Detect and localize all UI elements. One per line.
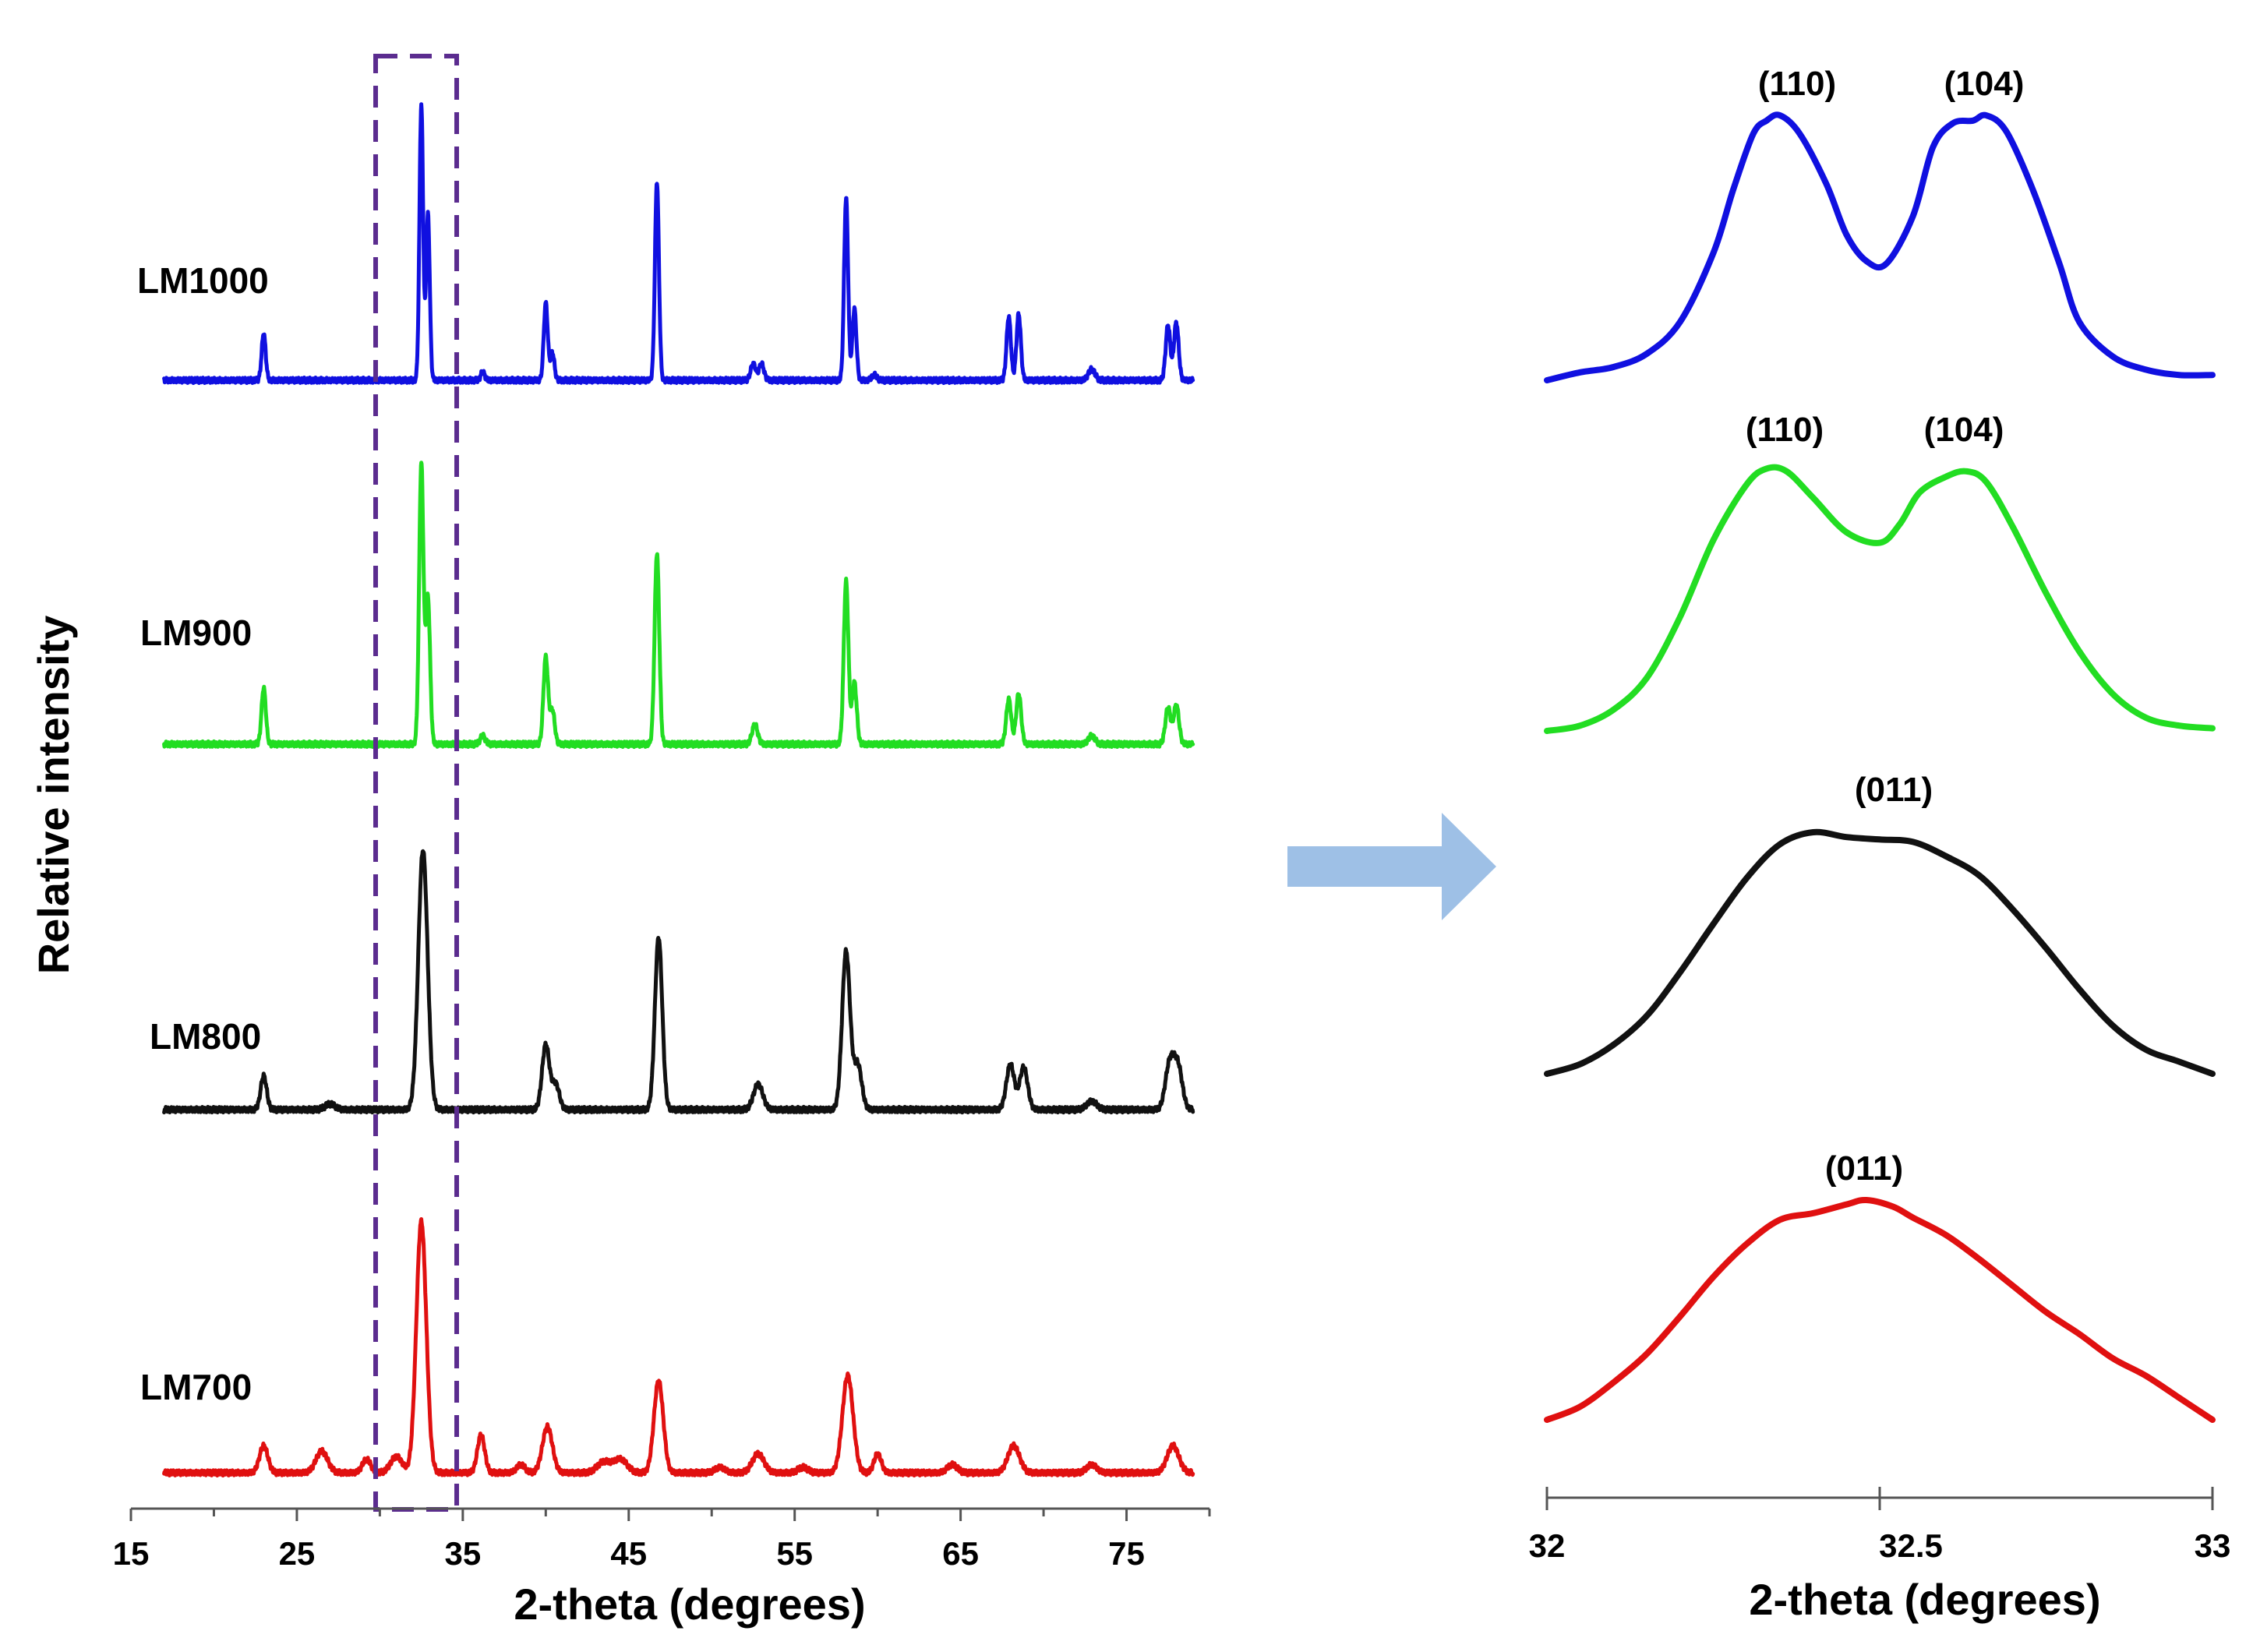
left-tick-label: 65: [942, 1535, 979, 1572]
right-tick-label-32-5: 32.5: [1879, 1527, 1943, 1564]
peak-label-lm800-011: (011): [1855, 771, 1933, 809]
sample-label-lm700: LM700: [140, 1367, 252, 1407]
pattern-line-lm900: [162, 461, 1195, 750]
right-trace-group: [1544, 111, 2216, 1423]
left-x-tick-labels: 15 25 35 45 55 65 75: [113, 1535, 1145, 1572]
sample-label-lm900: LM900: [140, 612, 252, 653]
zoom-line-lm700: [1544, 1196, 2216, 1423]
peak-label-lm1000-104: (104): [1944, 65, 2025, 103]
zoom-line-lm1000: [1544, 111, 2216, 383]
sample-label-lm800: LM800: [150, 1016, 261, 1057]
left-tick-label: 15: [113, 1535, 150, 1572]
peak-label-lm1000-110: (110): [1758, 65, 1836, 103]
sample-label-lm1000: LM1000: [137, 260, 269, 301]
left-x-ticks: [129, 1509, 1211, 1521]
zoom-line-lm900: [1544, 464, 2216, 734]
peak-label-lm900-110: (110): [1746, 411, 1824, 449]
right-x-axis-title: 2-theta (degrees): [1749, 1575, 2100, 1624]
pattern-line-lm700: [162, 1217, 1195, 1477]
left-tick-label: 55: [776, 1535, 813, 1572]
left-trace-group: [162, 102, 1195, 1477]
left-tick-label: 35: [444, 1535, 481, 1572]
zoom-window-box: [373, 54, 459, 1512]
left-tick-label: 75: [1108, 1535, 1145, 1572]
peak-label-lm700-011: (011): [1825, 1149, 1903, 1188]
left-x-axis-title: 2-theta (degrees): [514, 1580, 865, 1629]
pattern-line-lm800: [162, 849, 1195, 1115]
full-pattern-panel: Relative intensity LM1000 LM900 LM800 LM…: [29, 54, 1211, 1629]
right-x-ticks: [1545, 1487, 2214, 1510]
pattern-line-lm1000: [162, 102, 1195, 385]
right-arrow-icon: [1287, 813, 1496, 920]
zoom-line-lm800: [1544, 828, 2216, 1077]
zoom-panel: (110) (104) (110) (104) (011) (011) 32 3…: [1529, 65, 2231, 1624]
left-tick-label: 45: [610, 1535, 647, 1572]
peak-label-lm900-104: (104): [1924, 411, 2004, 449]
right-tick-label-33: 33: [2195, 1527, 2231, 1564]
left-y-axis-title: Relative intensity: [29, 616, 78, 975]
left-tick-label: 25: [279, 1535, 316, 1572]
right-tick-label-32: 32: [1529, 1527, 1566, 1564]
